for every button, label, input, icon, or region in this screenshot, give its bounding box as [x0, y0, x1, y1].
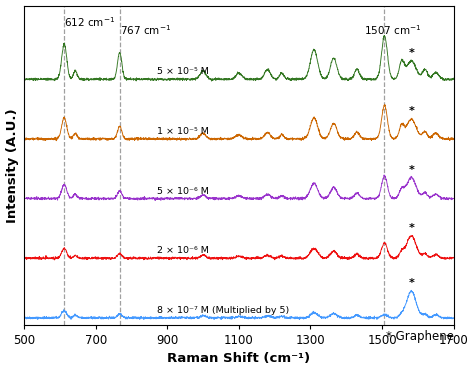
Text: 612 cm$^{-1}$: 612 cm$^{-1}$ [64, 15, 115, 29]
Text: 1507 cm$^{-1}$: 1507 cm$^{-1}$ [364, 23, 422, 37]
Text: 5 × 10⁻⁶ M: 5 × 10⁻⁶ M [156, 187, 209, 196]
Text: *: * [409, 165, 414, 175]
Text: *: * [409, 106, 414, 116]
Y-axis label: Intensity (A.U.): Intensity (A.U.) [6, 108, 18, 223]
Text: 5 × 10⁻⁵ M: 5 × 10⁻⁵ M [156, 68, 209, 76]
X-axis label: Raman Shift (cm⁻¹): Raman Shift (cm⁻¹) [167, 352, 310, 365]
Text: 8 × 10⁻⁷ M (Multiplied by 5): 8 × 10⁻⁷ M (Multiplied by 5) [156, 306, 289, 315]
Text: * Graphene: * Graphene [385, 331, 454, 344]
Text: 2 × 10⁻⁶ M: 2 × 10⁻⁶ M [156, 246, 209, 255]
Text: *: * [409, 223, 414, 233]
Text: *: * [409, 48, 414, 58]
Text: 1 × 10⁻⁵ M: 1 × 10⁻⁵ M [156, 127, 209, 136]
Text: *: * [409, 278, 414, 288]
Text: 767 cm$^{-1}$: 767 cm$^{-1}$ [119, 23, 171, 37]
